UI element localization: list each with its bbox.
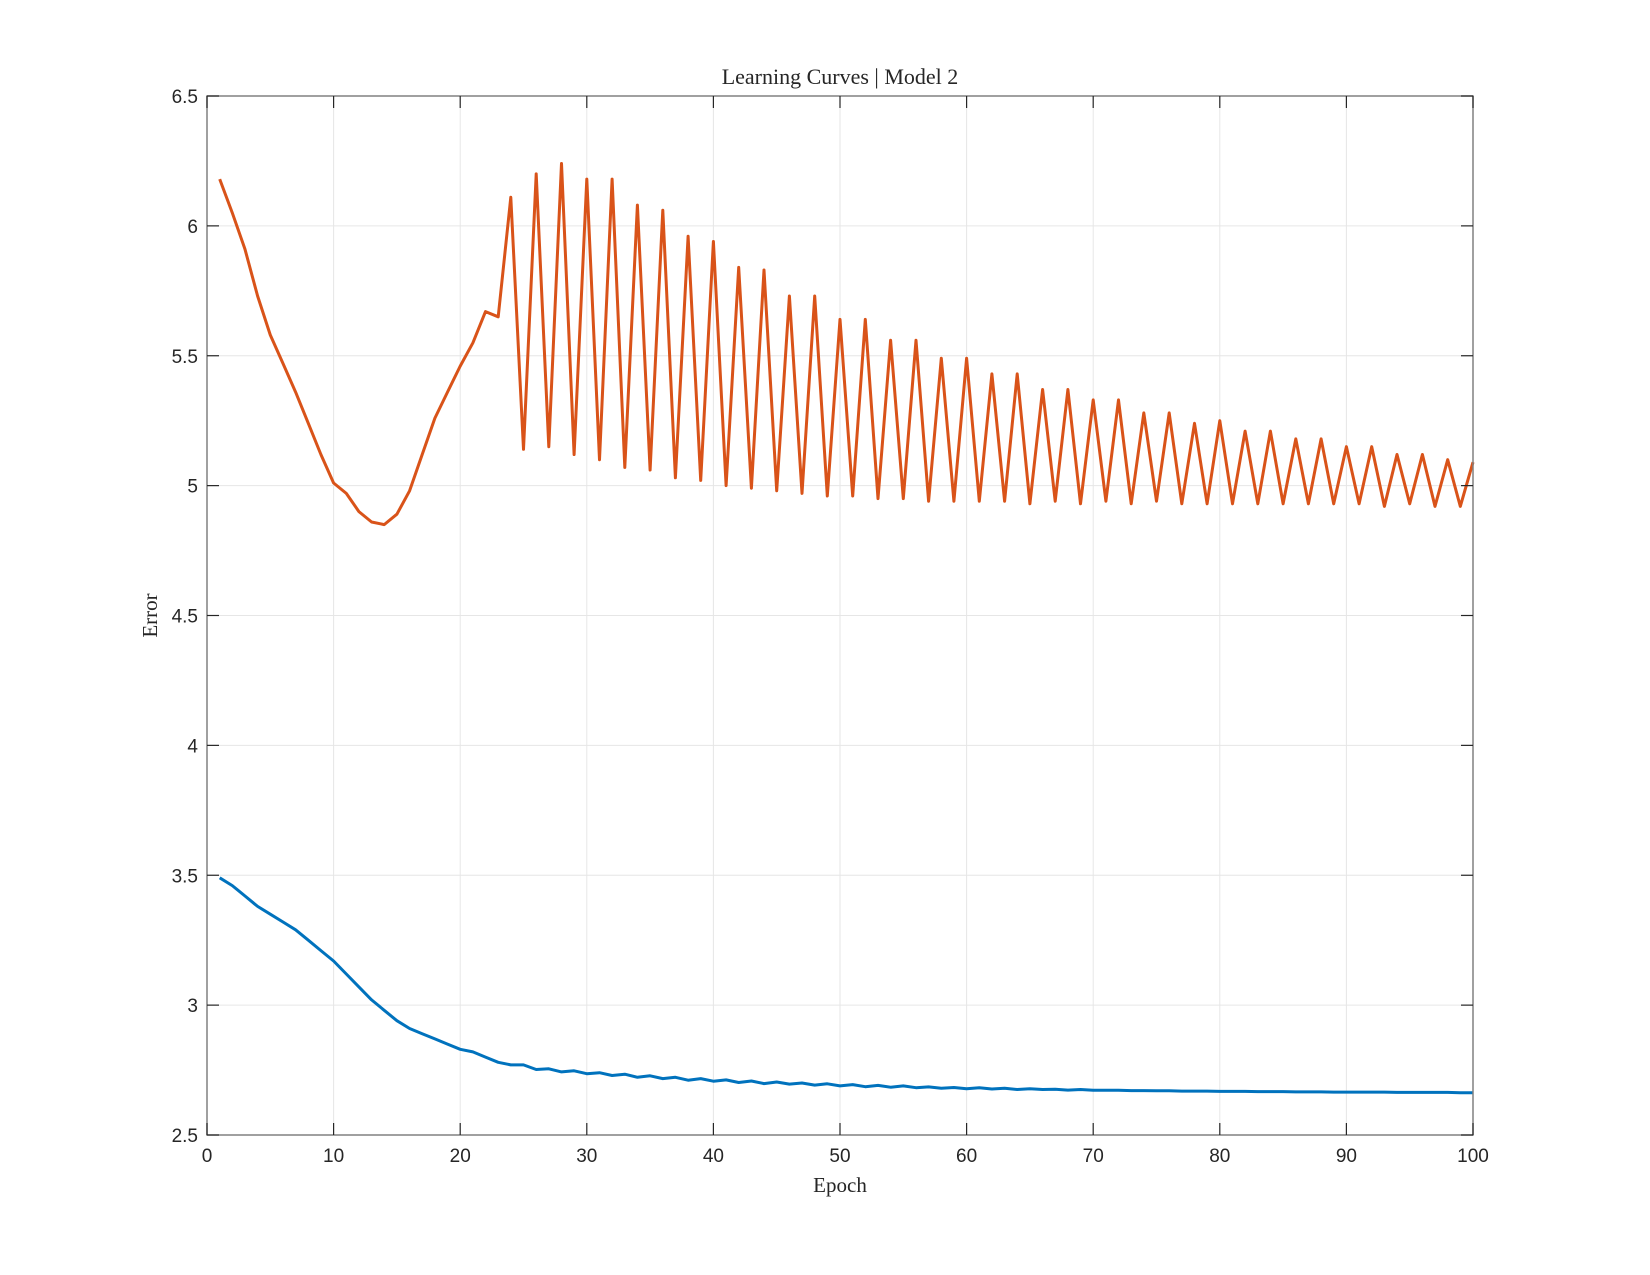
x-tick-label: 30 [576,1146,597,1167]
x-tick-label: 20 [450,1146,471,1167]
x-tick-label: 60 [956,1146,977,1167]
x-tick-label: 70 [1083,1146,1104,1167]
x-tick-label: 100 [1457,1146,1489,1167]
y-tick-label: 6.5 [172,87,198,108]
y-tick-label: 4 [187,736,198,757]
series-line-1 [218,876,1473,1095]
y-tick-label: 5 [187,477,198,498]
ticks: 0 10 20 30 40 50 60 70 80 90 100 2.5 3 3.5 4 4.5 5 5.5 6 6.… [172,87,1489,1167]
y-tick-label: 4.5 [172,607,198,628]
x-axis-label: Epoch [813,1173,867,1197]
x-tick-label: 80 [1209,1146,1230,1167]
x-tick-label: 50 [829,1146,850,1167]
series-line-2 [218,162,1475,527]
x-tick-label: 40 [703,1146,724,1167]
y-tick-label: 6 [187,217,198,238]
y-axis-label: Error [138,593,162,637]
series-lines [218,162,1475,1095]
y-tick-label: 5.5 [172,347,198,368]
y-tick-label: 3.5 [172,866,198,887]
chart-title: Learning Curves | Model 2 [722,64,959,89]
x-tick-label: 10 [323,1146,344,1167]
x-tick-label: 0 [202,1146,213,1167]
x-tick-label: 90 [1336,1146,1357,1167]
y-tick-label: 3 [187,996,198,1017]
y-tick-label: 2.5 [172,1126,198,1147]
